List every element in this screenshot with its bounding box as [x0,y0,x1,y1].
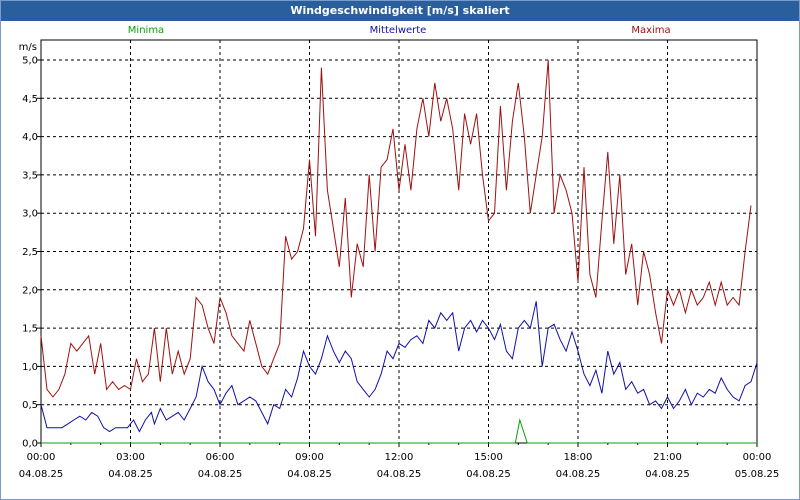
x-tick-label-date: 04.08.25 [645,469,690,480]
y-tick-label: 4,0 [22,132,38,143]
y-tick-label: 3,0 [22,209,38,220]
x-tick-label-time: 06:00 [206,452,235,463]
x-tick-label-date: 04.08.25 [108,469,153,480]
series-line-maxima [40,59,752,398]
series-label-minima: Minima [128,25,164,36]
series-label-mittelwerte: Mittelwerte [370,25,427,36]
x-tick-label-date: 04.08.25 [377,469,422,480]
y-tick-label: 0,5 [22,400,38,411]
series-line-mittelwerte [40,301,758,433]
chart-title: Windgeschwindigkeit [m/s] skaliert [1,1,799,21]
x-tick-label-date: 04.08.25 [287,469,332,480]
x-tick-label-date: 04.08.25 [198,469,243,480]
y-axis-label: m/s [19,42,37,53]
x-tick-label-date: 04.08.25 [466,469,511,480]
wind-speed-chart: 0,0 0,5 1,0 1,5 2,0 2,5 3,0 3,5 4,0 4,5 5,0 m/s 00:0… [19,25,780,480]
y-tick-label: 2,0 [22,285,38,296]
x-tick-label-time: 00:00 [27,452,56,463]
y-tick-label: 2,5 [22,247,38,258]
y-tick-label: 3,5 [22,170,38,181]
x-tick-label-time: 09:00 [295,452,324,463]
x-tick-label-time: 03:00 [116,452,145,463]
y-tick-label: 0,0 [22,439,38,450]
x-tick-label-date: 05.08.25 [735,469,780,480]
x-tick-label-time: 18:00 [564,452,593,463]
y-tick-label: 4,5 [22,94,38,105]
series-label-maxima: Maxima [631,25,670,36]
y-tick-label: 1,0 [22,362,38,373]
x-tick-label-date: 04.08.25 [556,469,601,480]
y-tick-label: 1,5 [22,324,38,335]
series-line-minima [41,418,757,444]
x-tick-label-time: 15:00 [474,452,503,463]
y-tick-label: 5,0 [22,56,38,67]
x-tick-label-time: 12:00 [385,452,414,463]
x-tick-label-date: 04.08.25 [19,469,64,480]
x-tick-label-time: 00:00 [743,452,772,463]
x-tick-label-time: 21:00 [653,452,682,463]
